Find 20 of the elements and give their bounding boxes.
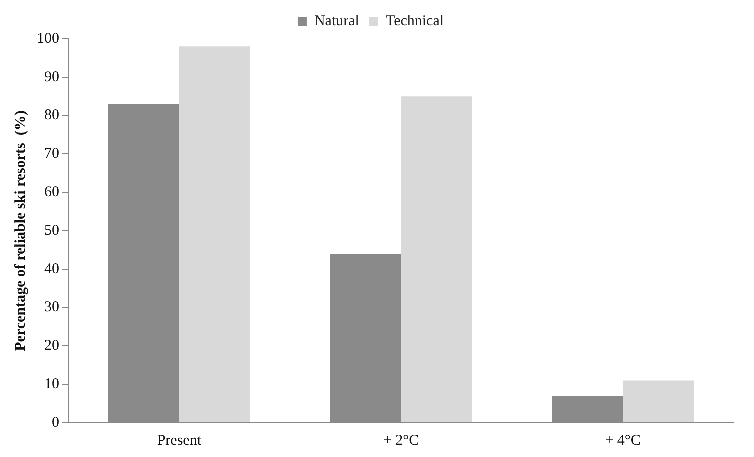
- y-tick-label: 30: [44, 300, 60, 316]
- legend-label: Natural: [314, 13, 360, 30]
- y-tick-label: 20: [44, 338, 60, 354]
- x-tick-label: Present: [157, 432, 202, 449]
- y-tick-label: 100: [37, 30, 60, 47]
- bar: [623, 380, 694, 422]
- x-tick-label: + 4°C: [605, 432, 641, 449]
- y-tick-label: 0: [52, 414, 60, 431]
- y-tick-label: 80: [44, 108, 60, 124]
- y-tick-label: 10: [44, 376, 60, 393]
- y-tick-label: 60: [44, 184, 60, 201]
- y-axis-title: Percentage of reliable ski resorts (%): [12, 110, 29, 352]
- y-tick-label: 50: [44, 222, 60, 239]
- x-tick-label: + 2°C: [383, 432, 420, 449]
- y-tick-label: 40: [44, 261, 60, 278]
- bar: [401, 96, 472, 422]
- legend-label: Technical: [386, 13, 444, 30]
- y-tick-label: 70: [44, 146, 60, 162]
- bar: [179, 46, 250, 422]
- y-tick-label: 90: [44, 69, 60, 86]
